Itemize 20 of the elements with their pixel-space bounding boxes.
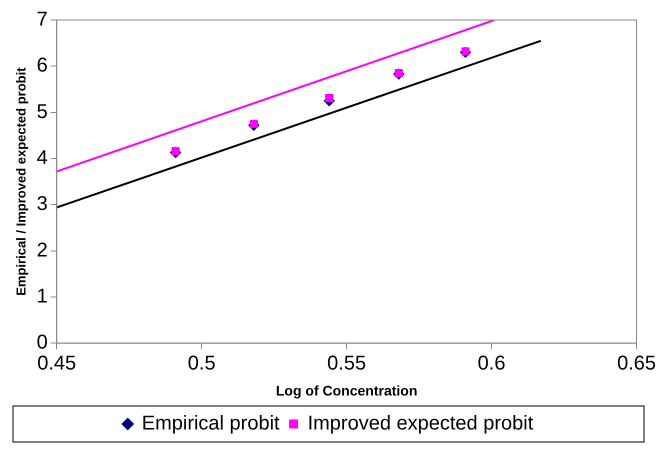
legend-label: Empirical probit — [142, 412, 280, 435]
x-tick-label: 0.45 — [37, 352, 76, 375]
point — [325, 94, 334, 102]
x-tick-label: 0.65 — [617, 352, 656, 375]
y-tick-label: 1 — [36, 286, 48, 308]
y-tick-label: 7 — [36, 8, 48, 31]
y-tick-label: 0 — [36, 332, 48, 354]
point — [461, 47, 470, 56]
x-tick-label: 0.55 — [327, 352, 366, 375]
y-tick-label: 2 — [36, 239, 48, 262]
x-axis-title: Log of Concentration — [276, 382, 418, 398]
y-tick-label: 4 — [36, 147, 48, 170]
y-tick-label: 5 — [36, 100, 48, 123]
x-tick-label: 0.5 — [188, 352, 216, 375]
legend-label: Improved expected probit — [308, 412, 534, 435]
point — [250, 120, 258, 128]
y-tick-label: 6 — [36, 54, 48, 77]
y-tick-label: 3 — [36, 193, 48, 216]
x-tick-label: 0.6 — [478, 352, 506, 375]
y-axis-title: Empirical / Improved expected probit — [13, 66, 28, 296]
